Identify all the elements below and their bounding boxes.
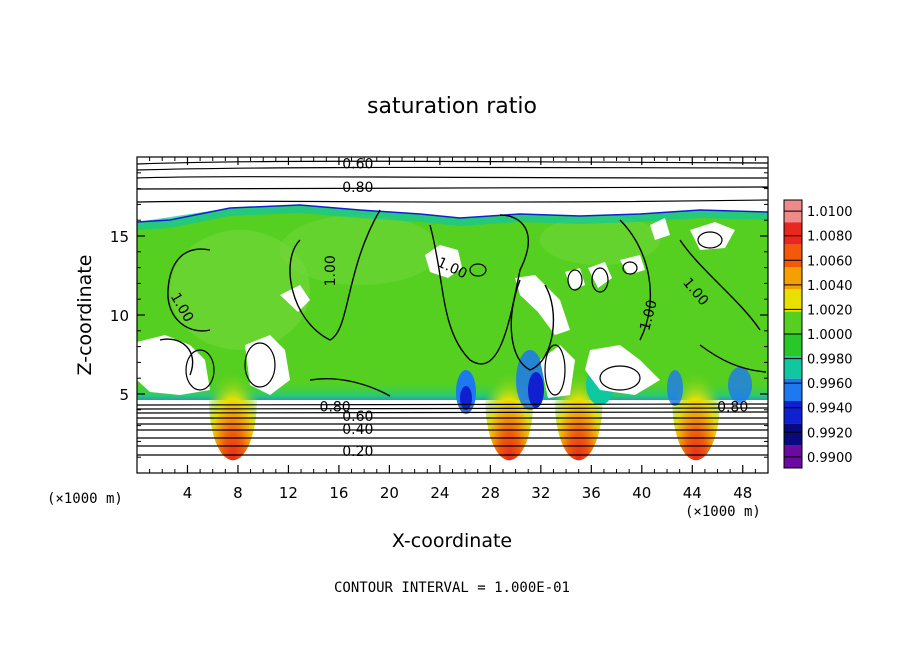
x-tick-label: 48 — [733, 484, 752, 502]
x-tick-label: 40 — [632, 484, 651, 502]
y-axis-unit: (×1000 m) — [47, 491, 123, 507]
x-tick-label: 28 — [481, 484, 500, 502]
y-axis-label: Z-coordinate — [74, 255, 96, 376]
x-tick-label: 36 — [582, 484, 601, 502]
x-tick-label: 44 — [683, 484, 702, 502]
colorbar-label: 0.9940 — [807, 402, 853, 417]
x-tick-label: 24 — [430, 484, 449, 502]
contour-label: 0.80 — [717, 400, 748, 416]
colorbar: 1.0100 1.0080 1.0060 1.0040 1.0020 1.0000 0.99… — [783, 199, 853, 469]
chart-title: saturation ratio — [367, 94, 537, 119]
colorbar-label: 1.0100 — [807, 205, 853, 220]
contour-label: 1.00 — [323, 255, 339, 286]
colorbar-label: 1.0060 — [807, 254, 853, 269]
contour-label: 0.80 — [342, 180, 373, 196]
colorbar-swatch — [784, 311, 802, 334]
x-tick-label: 20 — [380, 484, 399, 502]
colorbar-swatch — [784, 244, 802, 267]
x-tick-label: 12 — [279, 484, 298, 502]
contour-label: 0.60 — [342, 409, 373, 425]
contour-label: 0.40 — [342, 422, 373, 438]
colorbar-swatch — [784, 401, 802, 424]
x-axis-unit: (×1000 m) — [685, 504, 761, 520]
colorbar-label: 0.9900 — [807, 451, 853, 466]
colorbar-label: 0.9960 — [807, 377, 853, 392]
colorbar-label: 1.0040 — [807, 279, 853, 294]
contour-interval-note: CONTOUR INTERVAL = 1.000E-01 — [334, 580, 570, 596]
x-tick-label: 4 — [183, 484, 193, 502]
contour-label: 0.60 — [342, 156, 373, 172]
y-tick-label: 10 — [110, 307, 129, 325]
x-tick-label: 8 — [233, 484, 243, 502]
colorbar-swatch — [784, 267, 802, 290]
colorbar-swatch — [784, 423, 802, 446]
lower-contours — [137, 403, 768, 456]
saturation-contours — [159, 209, 767, 397]
contour-label: 0.80 — [320, 400, 351, 416]
colorbar-swatch — [784, 378, 802, 401]
colorbar-label: 1.0000 — [807, 328, 853, 343]
y-tick-label: 15 — [110, 228, 129, 246]
contour-label: 0.20 — [342, 444, 373, 460]
heatmap-field: 0.600.801.001.00 1.001.001.000.800.600.40… — [137, 156, 768, 473]
colorbar-label: 1.0020 — [807, 303, 853, 318]
y-tick-label: 5 — [119, 386, 129, 404]
contour-label: 1.00 — [637, 298, 661, 332]
colorbar-swatch — [784, 356, 802, 379]
x-tick-label: 32 — [531, 484, 550, 502]
colorbar-label: 1.0080 — [807, 230, 853, 245]
colorbar-label: 0.9920 — [807, 426, 853, 441]
colorbar-swatch — [784, 289, 802, 312]
colorbar-swatch — [784, 334, 802, 357]
y-axis-ticks: 5 10 15 — [110, 172, 768, 458]
x-axis-ticks: 4 8 12 16 20 24 28 32 36 40 44 48 — [149, 157, 756, 502]
x-axis-label: X-coordinate — [392, 530, 512, 552]
colorbar-swatch — [784, 222, 802, 245]
colorbar-label: 0.9980 — [807, 353, 853, 368]
x-tick-label: 16 — [329, 484, 348, 502]
